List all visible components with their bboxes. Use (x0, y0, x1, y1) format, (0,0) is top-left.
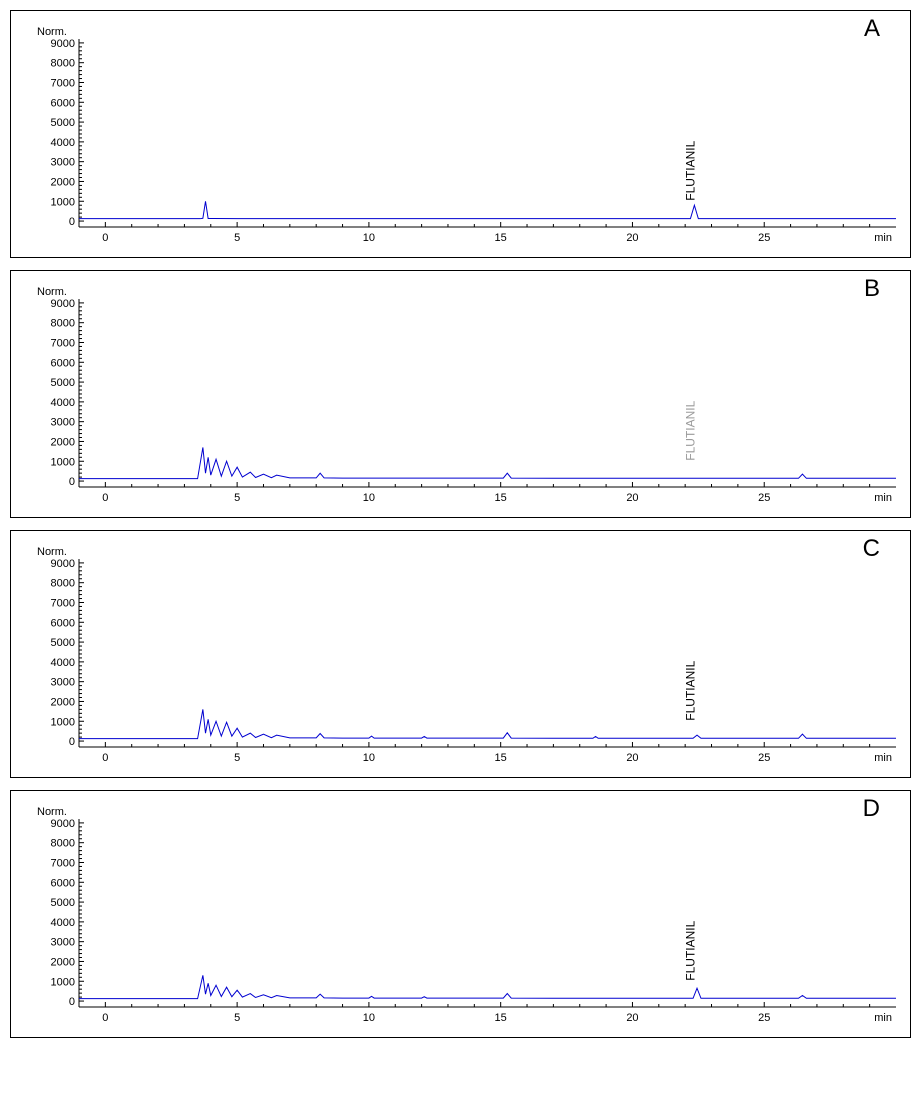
svg-text:3000: 3000 (51, 157, 75, 169)
chromatogram-svg: 0 1000 2000 3000 4000 5000 6000 7000 8000 9000Nor… (17, 15, 906, 255)
svg-text:15: 15 (495, 1012, 507, 1024)
svg-text:20: 20 (626, 492, 638, 504)
svg-text:0: 0 (69, 996, 75, 1008)
svg-text:5: 5 (234, 1012, 240, 1024)
chromatogram-trace (79, 709, 896, 738)
chromatogram-panel: D 0 1000 2000 3000 4000 5000 6000 7000 8000 9000No… (10, 790, 911, 1038)
svg-text:3000: 3000 (51, 677, 75, 689)
svg-text:2000: 2000 (51, 956, 75, 968)
svg-text:5000: 5000 (51, 377, 75, 389)
svg-text:3000: 3000 (51, 937, 75, 949)
svg-text:0: 0 (69, 476, 75, 488)
svg-text:Norm.: Norm. (37, 26, 67, 38)
svg-text:7000: 7000 (51, 857, 75, 869)
svg-text:25: 25 (758, 492, 770, 504)
svg-text:2000: 2000 (51, 176, 75, 188)
svg-text:5: 5 (234, 492, 240, 504)
svg-text:9000: 9000 (51, 38, 75, 50)
svg-text:0: 0 (102, 752, 108, 764)
svg-text:Norm.: Norm. (37, 546, 67, 558)
svg-text:7000: 7000 (51, 77, 75, 89)
svg-text:8000: 8000 (51, 838, 75, 850)
svg-text:1000: 1000 (51, 716, 75, 728)
svg-text:8000: 8000 (51, 58, 75, 70)
svg-text:0: 0 (102, 232, 108, 244)
panel-label: B (864, 275, 880, 303)
svg-text:5: 5 (234, 752, 240, 764)
svg-text:3000: 3000 (51, 417, 75, 429)
chromatogram-trace (79, 447, 896, 478)
peak-label: FLUTIANIL (683, 400, 697, 460)
svg-text:min: min (874, 492, 892, 504)
chromatogram-trace (79, 975, 896, 998)
panel-label: D (863, 795, 880, 823)
svg-text:15: 15 (495, 232, 507, 244)
svg-text:Norm.: Norm. (37, 286, 67, 298)
svg-text:6000: 6000 (51, 617, 75, 629)
peak-label: FLUTIANIL (683, 660, 697, 720)
svg-text:1000: 1000 (51, 976, 75, 988)
chromatogram-trace (79, 201, 896, 218)
svg-text:2000: 2000 (51, 436, 75, 448)
svg-text:0: 0 (102, 1012, 108, 1024)
svg-text:10: 10 (363, 232, 375, 244)
svg-text:1000: 1000 (51, 456, 75, 468)
svg-text:Norm.: Norm. (37, 806, 67, 818)
panel-label: A (864, 15, 880, 43)
svg-text:5: 5 (234, 232, 240, 244)
svg-text:5000: 5000 (51, 117, 75, 129)
svg-text:min: min (874, 1012, 892, 1024)
svg-text:15: 15 (495, 752, 507, 764)
svg-text:0: 0 (69, 216, 75, 228)
svg-text:10: 10 (363, 1012, 375, 1024)
svg-text:8000: 8000 (51, 578, 75, 590)
peak-label: FLUTIANIL (683, 140, 697, 200)
svg-text:2000: 2000 (51, 696, 75, 708)
svg-text:25: 25 (758, 1012, 770, 1024)
svg-text:15: 15 (495, 492, 507, 504)
svg-text:1000: 1000 (51, 196, 75, 208)
chromatogram-panel: B 0 1000 2000 3000 4000 5000 6000 7000 8000 9000No… (10, 270, 911, 518)
svg-text:4000: 4000 (51, 657, 75, 669)
svg-text:4000: 4000 (51, 137, 75, 149)
svg-text:7000: 7000 (51, 597, 75, 609)
svg-text:20: 20 (626, 752, 638, 764)
svg-text:min: min (874, 232, 892, 244)
svg-text:6000: 6000 (51, 97, 75, 109)
svg-text:10: 10 (363, 752, 375, 764)
svg-text:9000: 9000 (51, 298, 75, 310)
svg-text:25: 25 (758, 752, 770, 764)
chromatogram-svg: 0 1000 2000 3000 4000 5000 6000 7000 8000 9000Nor… (17, 275, 906, 515)
chromatogram-panel: A 0 1000 2000 3000 4000 5000 6000 7000 8000 9000No… (10, 10, 911, 258)
chromatogram-svg: 0 1000 2000 3000 4000 5000 6000 7000 8000 9000Nor… (17, 795, 906, 1035)
svg-text:0: 0 (69, 736, 75, 748)
peak-label: FLUTIANIL (683, 920, 697, 980)
chromatogram-panel: C 0 1000 2000 3000 4000 5000 6000 7000 8000 9000No… (10, 530, 911, 778)
svg-text:25: 25 (758, 232, 770, 244)
svg-text:10: 10 (363, 492, 375, 504)
svg-text:0: 0 (102, 492, 108, 504)
svg-text:min: min (874, 752, 892, 764)
chromatogram-svg: 0 1000 2000 3000 4000 5000 6000 7000 8000 9000Nor… (17, 535, 906, 775)
svg-text:7000: 7000 (51, 337, 75, 349)
svg-text:9000: 9000 (51, 818, 75, 830)
svg-text:20: 20 (626, 1012, 638, 1024)
svg-text:5000: 5000 (51, 897, 75, 909)
panel-label: C (863, 535, 880, 563)
svg-text:8000: 8000 (51, 318, 75, 330)
svg-text:20: 20 (626, 232, 638, 244)
svg-text:6000: 6000 (51, 357, 75, 369)
svg-text:4000: 4000 (51, 397, 75, 409)
svg-text:6000: 6000 (51, 877, 75, 889)
svg-text:9000: 9000 (51, 558, 75, 570)
svg-text:5000: 5000 (51, 637, 75, 649)
svg-text:4000: 4000 (51, 917, 75, 929)
